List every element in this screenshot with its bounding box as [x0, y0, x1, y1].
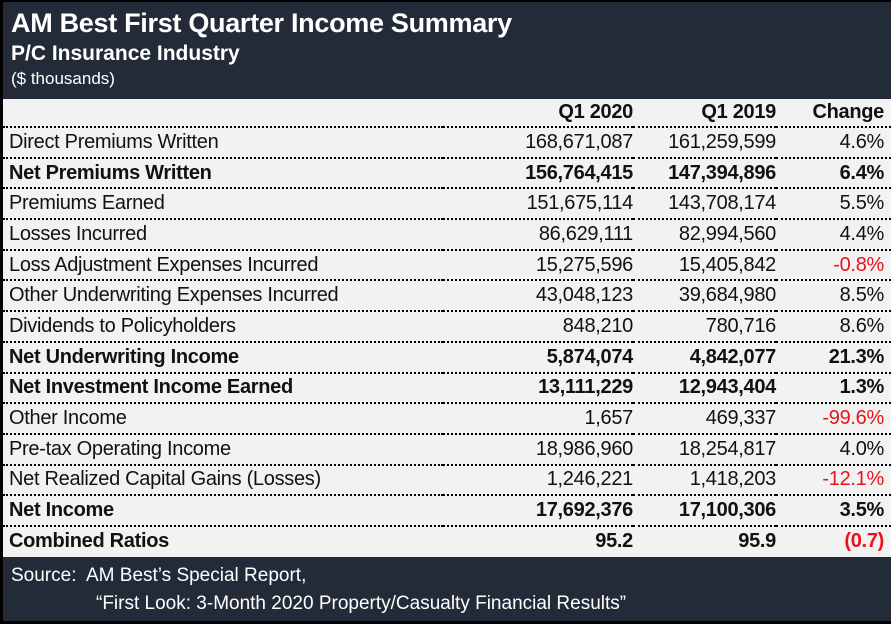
- value-q1-2020: 95.2: [595, 530, 633, 553]
- row-label: Dividends to Policyholders: [9, 314, 236, 337]
- value-q1-2019: 18,254,817: [678, 437, 776, 460]
- value-q1-2020: 848,210: [562, 314, 634, 337]
- row-label: Pre-tax Operating Income: [9, 437, 231, 460]
- table-row: Net Underwriting Income 5,874,074 4,842,07…: [3, 341, 891, 373]
- value-q1-2019: 39,684,980: [678, 284, 776, 307]
- report-header: AM Best First Quarter Income Summary P/C…: [3, 2, 891, 99]
- column-header-change: Change: [812, 101, 884, 123]
- value-change: 4.4%: [839, 222, 885, 245]
- row-label: Direct Premiums Written: [9, 130, 219, 153]
- row-label: Other Underwriting Expenses Incurred: [9, 284, 339, 307]
- value-change: -99.6%: [822, 407, 884, 430]
- row-label: Net Income: [9, 499, 114, 522]
- row-label: Premiums Earned: [9, 192, 165, 215]
- table-row: Direct Premiums Written 168,671,087 161,25…: [3, 127, 891, 158]
- value-q1-2020: 13,111,229: [538, 376, 633, 399]
- value-q1-2020: 15,275,596: [535, 253, 633, 276]
- table-body: Direct Premiums Written 168,671,087 161,25…: [3, 127, 891, 557]
- value-q1-2019: 469,337: [705, 407, 777, 430]
- table-row: Net Realized Capital Gains (Losses) 1,246…: [3, 464, 891, 496]
- value-change: 8.5%: [839, 284, 885, 307]
- table-row: Dividends to Policyholders 848,210 780,716…: [3, 311, 891, 342]
- value-q1-2019: 780,716: [705, 314, 777, 337]
- table-row: Net Premiums Written 156,764,415 147,394,8…: [3, 157, 891, 189]
- value-q1-2020: 5,874,074: [546, 345, 634, 368]
- table-row: Pre-tax Operating Income 18,986,960 18,254…: [3, 433, 891, 465]
- value-q1-2020: 156,764,415: [525, 161, 633, 184]
- value-q1-2019: 143,708,174: [668, 192, 776, 215]
- value-q1-2019: 82,994,560: [678, 222, 776, 245]
- value-change: 1.3%: [839, 376, 885, 399]
- column-header-row: Q1 2020 Q1 2019 Change: [3, 99, 891, 127]
- source-note: Source: AM Best’s Special Report, “First…: [3, 556, 891, 621]
- value-q1-2019: 15,405,842: [678, 253, 776, 276]
- value-q1-2020: 17,692,376: [535, 499, 633, 522]
- table-row: Net Investment Income Earned 13,111,229 12…: [3, 372, 891, 404]
- value-change: -0.8%: [833, 253, 884, 276]
- value-change: 6.4%: [839, 161, 885, 184]
- value-change: 4.6%: [839, 130, 885, 153]
- table-row: Other Income 1,657 469,337 -99.6%: [3, 403, 891, 434]
- table-row: Premiums Earned 151,675,114 143,708,174 5.5…: [3, 188, 891, 219]
- value-q1-2020: 151,675,114: [526, 192, 634, 215]
- value-change: 8.6%: [839, 314, 885, 337]
- table-row: Losses Incurred 86,629,111 82,994,560 4.4%: [3, 219, 891, 250]
- value-change: 21.3%: [828, 345, 885, 368]
- value-q1-2019: 17,100,306: [678, 499, 776, 522]
- value-q1-2020: 86,629,111: [538, 222, 633, 245]
- value-change: -12.1%: [822, 468, 884, 491]
- report-subtitle: P/C Insurance Industry: [11, 42, 240, 65]
- column-header-q1-2019: Q1 2019: [701, 101, 776, 123]
- value-q1-2019: 1,418,203: [689, 468, 777, 491]
- column-header-metric: [3, 99, 443, 127]
- value-q1-2019: 95.9: [738, 530, 776, 553]
- income-summary-table: Q1 2020 Q1 2019 Change Direct Premiums W…: [3, 99, 891, 557]
- row-label: Net Investment Income Earned: [9, 376, 293, 399]
- source-line-1: Source: AM Best’s Special Report,: [11, 564, 307, 586]
- value-change: 3.5%: [839, 499, 885, 522]
- value-q1-2020: 168,671,087: [525, 130, 633, 153]
- value-q1-2020: 1,657: [584, 407, 633, 430]
- row-label: Other Income: [9, 407, 127, 430]
- value-q1-2020: 1,246,221: [546, 468, 634, 491]
- value-q1-2020: 18,986,960: [535, 437, 633, 460]
- table-row: Other Underwriting Expenses Incurred 43,0…: [3, 280, 891, 311]
- value-q1-2019: 4,842,077: [689, 345, 777, 368]
- value-q1-2019: 147,394,896: [668, 161, 776, 184]
- row-label: Net Underwriting Income: [9, 345, 239, 368]
- row-label: Combined Ratios: [9, 530, 169, 553]
- row-label: Loss Adjustment Expenses Incurred: [9, 253, 319, 276]
- row-label: Net Premiums Written: [9, 161, 212, 184]
- value-change: 5.5%: [839, 192, 885, 215]
- value-q1-2019: 12,943,404: [678, 376, 776, 399]
- page-title: AM Best First Quarter Income Summary: [11, 8, 512, 38]
- units-note: ($ thousands): [11, 69, 115, 88]
- row-label: Losses Incurred: [9, 222, 147, 245]
- value-q1-2019: 161,259,599: [668, 130, 776, 153]
- value-q1-2020: 43,048,123: [535, 284, 633, 307]
- source-line-2: “First Look: 3-Month 2020 Property/Casua…: [96, 592, 627, 614]
- row-label: Net Realized Capital Gains (Losses): [9, 468, 321, 491]
- column-header-q1-2020: Q1 2020: [558, 101, 633, 123]
- table-row: Combined Ratios 95.2 95.9 (0.7): [3, 525, 891, 557]
- table-row: Loss Adjustment Expenses Incurred 15,275,…: [3, 249, 891, 281]
- value-change: (0.7): [844, 530, 884, 553]
- value-change: 4.0%: [839, 437, 885, 460]
- table-row: Net Income 17,692,376 17,100,306 3.5%: [3, 495, 891, 526]
